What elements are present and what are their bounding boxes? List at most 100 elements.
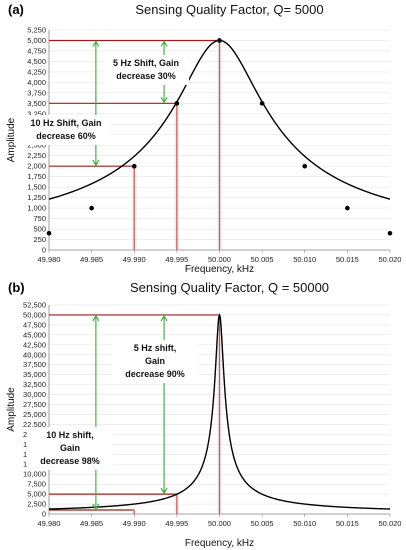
y-tick-label: 2,250 — [27, 151, 46, 160]
y-tick-label: 2,500 — [27, 141, 46, 150]
data-point — [387, 230, 393, 236]
annotation-backing — [112, 340, 198, 383]
data-point — [174, 101, 180, 106]
y-tick-label: 5,000 — [27, 36, 46, 45]
guide-shade — [174, 103, 180, 250]
y-tick-label: 0 — [42, 246, 46, 255]
arrow-head-down — [160, 97, 168, 104]
y-tick-label: 45,000 — [23, 330, 46, 339]
y-tick-label: 25,000 — [23, 410, 46, 419]
data-point — [345, 205, 350, 211]
x-tick-label: 49.980 — [38, 519, 61, 528]
arrow-head-up — [160, 314, 168, 322]
arrow-head-down — [92, 503, 100, 511]
x-tick-label: 50.005 — [251, 519, 274, 528]
y-tick-label: 47,500 — [23, 320, 46, 329]
annotation-text: decrease 30% — [116, 71, 176, 81]
y-axis-label: Amplitude — [6, 387, 17, 432]
y-tick-label: 4,750 — [27, 46, 46, 55]
annotation-text: 10 Hz Shift, Gain — [30, 118, 101, 128]
data-point — [89, 205, 94, 211]
annotation-backing — [27, 427, 113, 470]
y-tick-label: 2,500 — [27, 500, 46, 509]
x-tick-label: 50.010 — [293, 255, 316, 264]
y-tick-label: 32,500 — [23, 380, 46, 389]
y-tick-label: 2,000 — [27, 162, 46, 171]
x-tick-label: 49.990 — [123, 519, 146, 528]
y-tick-label: 50,000 — [23, 310, 46, 319]
x-tick-label: 50.000 — [208, 519, 231, 528]
data-point — [46, 230, 52, 236]
y-tick-label: 4,250 — [27, 67, 46, 76]
x-tick-label: 49.990 — [123, 255, 146, 264]
x-tick-label: 50.000 — [208, 255, 231, 264]
x-tick-label: 49.995 — [165, 519, 188, 528]
x-axis-label: Frequency, kHz — [185, 538, 254, 549]
arrow-head-up — [160, 40, 168, 47]
guide-shade — [217, 314, 222, 514]
y-tick-label: 4,500 — [27, 57, 46, 66]
panel-label: (a) — [8, 2, 24, 17]
y-tick-label: 35,000 — [23, 370, 46, 379]
y-tick-label: 10,000 — [23, 470, 46, 479]
x-axis-label: Frequency, kHz — [185, 264, 254, 275]
x-tick-label: 50.020 — [379, 519, 402, 528]
y-tick-label: 250 — [33, 235, 46, 244]
y-tick-label: 5,000 — [27, 490, 46, 499]
series-line — [48, 313, 391, 510]
x-tick-label: 50.015 — [336, 519, 359, 528]
x-tick-label: 50.015 — [336, 255, 359, 264]
annotation-text: Gain — [60, 443, 80, 453]
annotation-text: 5 Hz Shift, Gain — [113, 58, 179, 68]
annotation-backing — [23, 115, 109, 145]
chart-title: Sensing Quality Factor, Q = 50000 — [130, 280, 329, 295]
annotation-text: 5 Hz shift, — [134, 343, 177, 353]
y-tick-label: 4,000 — [27, 78, 46, 87]
y-axis-label: Amplitude — [6, 117, 17, 162]
arrow-head-up — [92, 40, 100, 47]
panel-label: (b) — [8, 280, 25, 295]
arrow-head-down — [160, 487, 168, 495]
data-point — [302, 163, 308, 169]
chart-title: Sensing Quality Factor, Q= 5000 — [135, 2, 323, 17]
x-tick-label: 50.010 — [293, 519, 316, 528]
y-tick-label: 30,000 — [23, 390, 46, 399]
data-point — [217, 38, 222, 43]
y-tick-label: 22,500 — [23, 420, 46, 429]
guide-shade — [131, 166, 137, 250]
x-tick-label: 49.980 — [38, 255, 61, 264]
y-tick-label: 52,500 — [23, 301, 46, 310]
data-point — [259, 101, 265, 106]
x-tick-label: 49.985 — [80, 255, 103, 264]
y-tick-label: 500 — [33, 225, 46, 234]
y-tick-label: 40,000 — [23, 350, 46, 359]
arrow-head-down — [92, 159, 100, 167]
guide-shade — [131, 510, 137, 514]
annotation-backing — [103, 55, 189, 85]
y-tick-label: 37,500 — [23, 360, 46, 369]
y-tick-label: 3,750 — [27, 88, 46, 97]
y-tick-label: 5,250 — [27, 26, 46, 35]
y-tick-label: 1,500 — [27, 183, 46, 192]
x-tick-label: 50.020 — [379, 255, 402, 264]
y-tick-label: 27,500 — [23, 400, 46, 409]
y-tick-label: 0 — [42, 510, 46, 519]
annotation-text: decrease 98% — [40, 456, 100, 466]
y-tick-label: 42,500 — [23, 340, 46, 349]
y-tick-label: 3,250 — [27, 109, 46, 118]
chart-panel-a: (a) Sensing Quality Factor, Q= 5000025050… — [6, 2, 401, 275]
guide-shade — [174, 494, 180, 514]
chart-panel-b: (b) Sensing Quality Factor, Q = 50000 02,5… — [6, 280, 401, 549]
guide-shade — [217, 40, 222, 250]
annotation-text: decrease 60% — [36, 131, 96, 141]
annotation-text: 10 Hz shift, — [46, 430, 94, 440]
y-tick-label: 1,750 — [27, 172, 46, 181]
data-point — [131, 163, 137, 169]
y-tick-label: 1,250 — [27, 193, 46, 202]
annotation-text: Gain — [145, 356, 165, 366]
y-tick-label: 3,500 — [27, 99, 46, 108]
y-tick-label: 750 — [33, 214, 46, 223]
annotation-text: decrease 90% — [125, 369, 185, 379]
x-tick-label: 49.995 — [165, 255, 188, 264]
